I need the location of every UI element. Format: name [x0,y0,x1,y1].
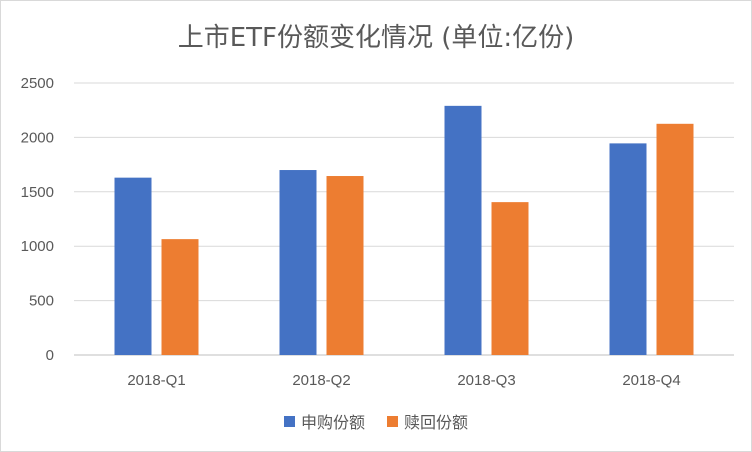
bar-redemption-2018-Q4 [656,123,694,355]
legend-label-redemption: 赎回份额 [404,413,469,432]
bar-redemption-2018-Q3 [491,202,529,355]
bar-subscription-2018-Q3 [444,105,482,356]
legend: 申购份额 赎回份额 [1,409,751,433]
legend-swatch-subscription [283,415,295,427]
x-tick-label: 2018-Q4 [622,372,680,389]
legend-item-redemption: 赎回份额 [387,409,468,433]
bar-redemption-2018-Q2 [326,176,364,355]
x-tick-label: 2018-Q3 [457,372,515,389]
chart-title: 上市ETF份额变化情况 (单位:亿份) [177,23,575,53]
bar-redemption-2018-Q1 [161,239,199,355]
legend-item-subscription: 申购份额 [283,409,365,433]
bar-subscription-2018-Q4 [609,143,647,355]
y-tick-label: 1500 [21,184,54,201]
y-tick-label: 2500 [21,75,54,92]
y-tick-label: 500 [29,293,54,310]
bar-subscription-2018-Q2 [279,170,317,355]
y-tick-label: 0 [46,347,54,364]
y-tick-label: 2000 [21,129,54,146]
legend-label-subscription: 申购份额 [300,413,365,432]
x-tick-label: 2018-Q1 [127,372,185,389]
y-tick-label: 1000 [21,238,54,255]
legend-swatch-redemption [387,415,398,427]
x-tick-label: 2018-Q2 [292,372,350,389]
bar-subscription-2018-Q1 [114,177,152,355]
